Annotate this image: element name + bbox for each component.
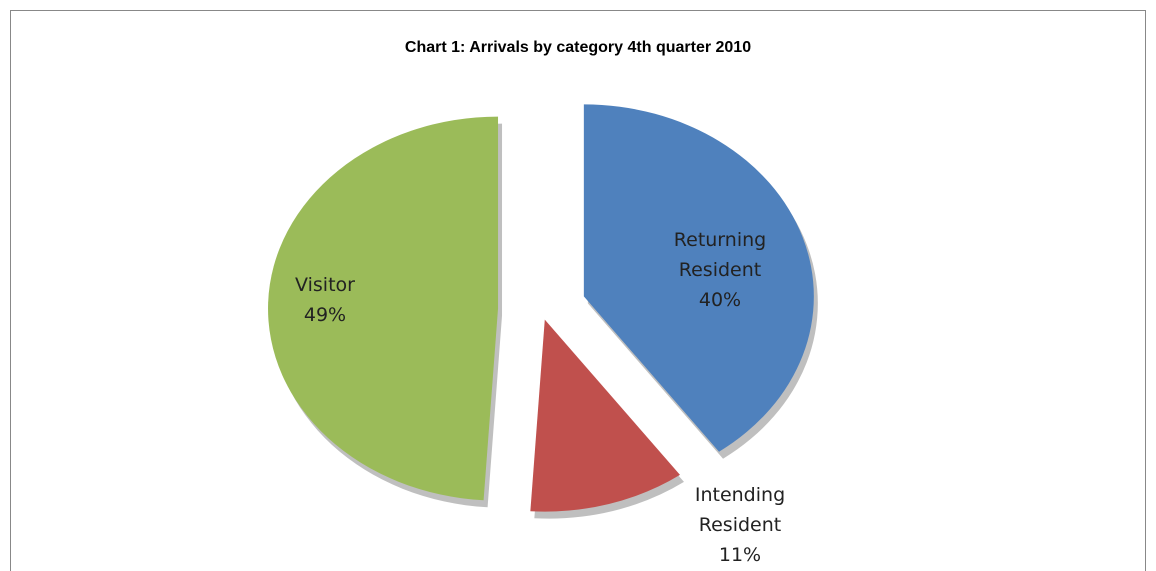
slice-label: Returning Resident [673,229,767,281]
slice-value-label: 49% [303,304,347,326]
slice-value-label: 40% [698,289,742,311]
slice [268,116,499,501]
slice-value-label: 11% [718,544,762,566]
slice [583,104,814,452]
slice-label: Intending Resident [694,484,786,536]
chart-title: Chart 1: Arrivals by category 4th quarte… [405,39,751,56]
slice-label: Visitor [295,274,355,296]
slice [530,319,680,512]
